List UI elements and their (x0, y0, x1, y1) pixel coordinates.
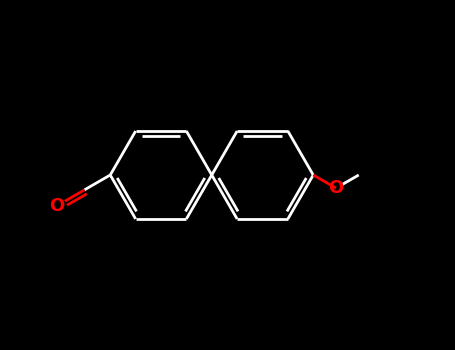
Text: O: O (329, 179, 344, 197)
Text: O: O (50, 197, 65, 215)
